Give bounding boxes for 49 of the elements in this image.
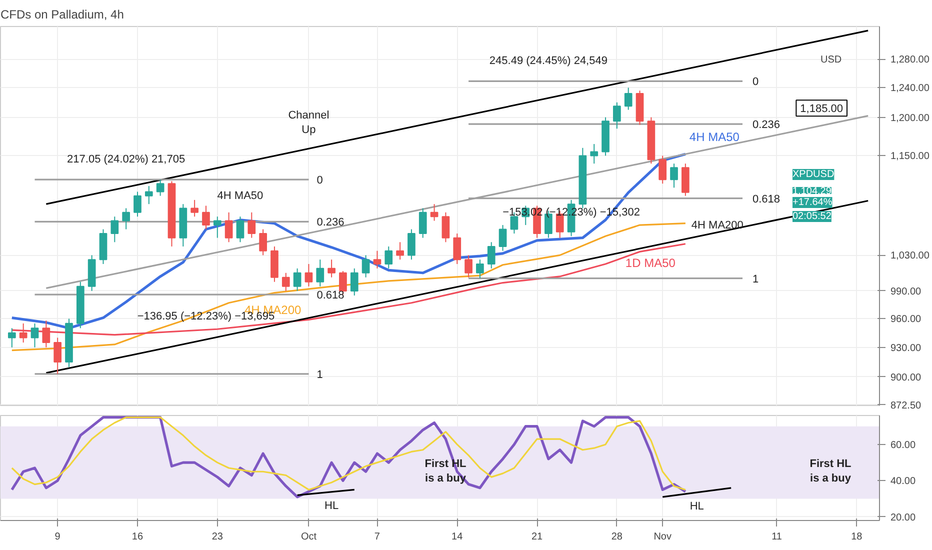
annotation: First HL is a buy <box>810 458 852 484</box>
x-tick-label: 14 <box>452 532 464 542</box>
y-tick-label: 1,280.00 <box>890 54 930 66</box>
x-tick-label: 16 <box>132 532 144 542</box>
annotation: 1 <box>752 273 759 286</box>
series-label: 1D MA50 <box>625 256 676 270</box>
annotation: 02:05:52 <box>792 211 832 222</box>
chart-title: CFDs on Palladium, 4h <box>0 8 124 22</box>
annotation: 1 <box>316 368 323 381</box>
annotation: 0 <box>752 76 759 88</box>
x-tick-label: 28 <box>611 532 623 542</box>
y-axis-title: USD <box>820 54 842 66</box>
x-tick-label: Oct <box>300 532 317 542</box>
annotation: HL <box>690 500 704 512</box>
annotation: 0.618 <box>316 290 344 302</box>
y-tick-label: 960.00 <box>890 314 922 326</box>
y-tick-label: 1,150.00 <box>890 151 930 162</box>
series-label: 4H MA50 <box>689 130 740 144</box>
y-tick-label: 1,200.00 <box>890 112 930 124</box>
y-tick-label: 990.00 <box>890 286 922 298</box>
annotation: 0.236 <box>316 216 344 229</box>
x-tick-label: 18 <box>851 532 863 542</box>
x-tick-label: 23 <box>212 532 224 542</box>
y-tick-label: 20.00 <box>890 512 916 524</box>
annotation: Channel Up <box>288 109 330 136</box>
y-tick-label: 60.00 <box>890 440 916 451</box>
annotation: 0 <box>316 174 323 187</box>
x-tick-label: 9 <box>54 532 61 542</box>
y-tick-label: 1,030.00 <box>890 250 930 262</box>
annotation: 4H MA200 <box>691 219 744 232</box>
y-tick-label: 1,240.00 <box>890 83 930 94</box>
annotation: 245.49 (24.45%) 24,549 <box>489 55 608 68</box>
annotation: 1,104.29 <box>792 186 832 197</box>
annotation: +17.64% <box>792 197 832 208</box>
annotation: HL <box>324 500 339 512</box>
y-tick-label: 930.00 <box>890 342 922 354</box>
y-tick-label: 40.00 <box>890 476 916 488</box>
x-tick-label: 7 <box>374 532 380 542</box>
annotation: 0.618 <box>752 193 780 206</box>
annotation: 217.05 (24.02%) 21,705 <box>67 154 186 166</box>
annotation: 1,185.00 <box>800 103 844 116</box>
x-tick-label: 21 <box>531 532 544 542</box>
annotation: XPDUSD <box>792 169 834 180</box>
x-tick-label: Nov <box>654 532 672 542</box>
x-tick-label: 11 <box>772 532 782 542</box>
annotation: 0.236 <box>752 119 780 132</box>
y-tick-label: 900.00 <box>890 372 922 384</box>
annotation: 4H MA50 <box>217 190 264 202</box>
y-tick-label: 872.50 <box>890 400 922 412</box>
